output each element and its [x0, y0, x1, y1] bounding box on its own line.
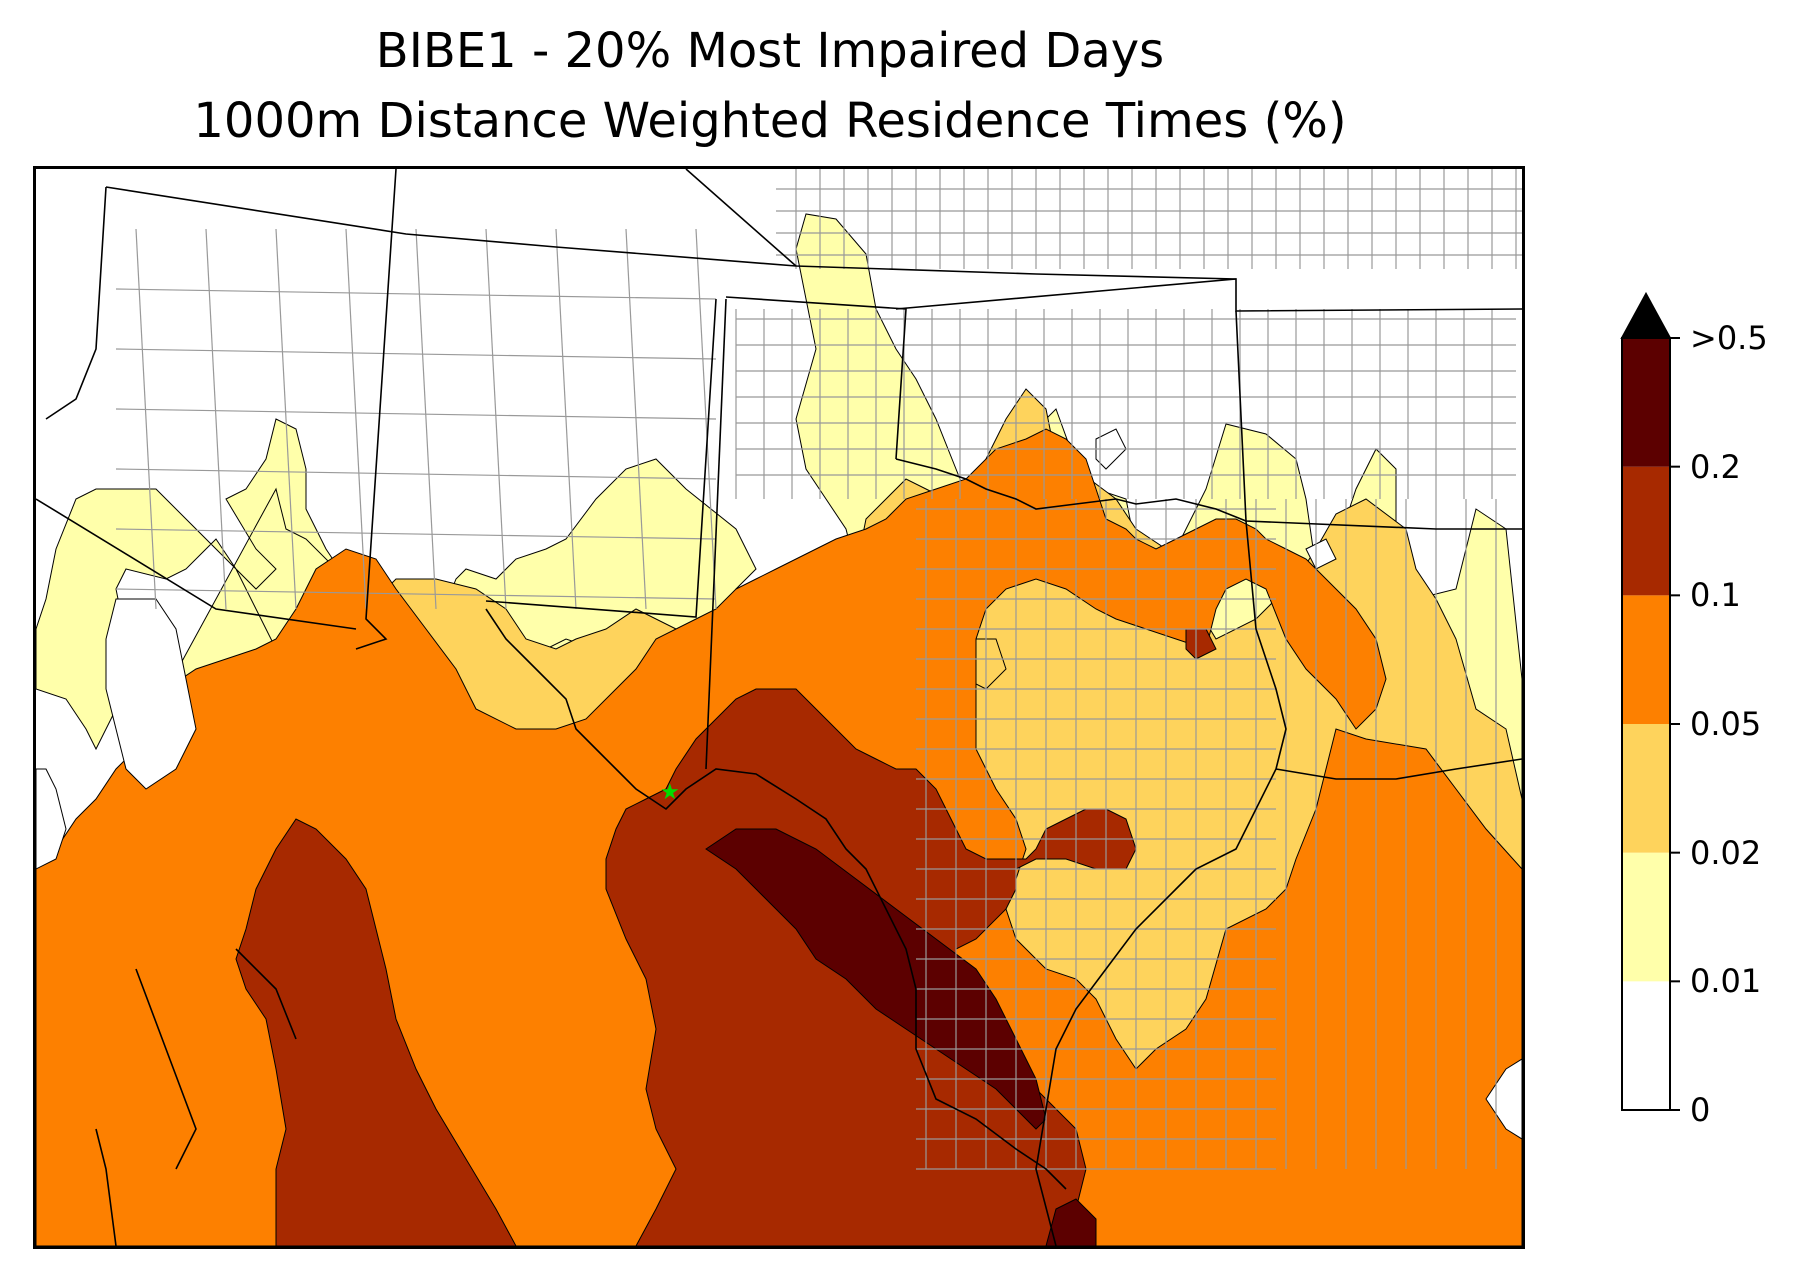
colorbar [1620, 292, 1680, 1111]
site-marker-star-icon: ★ [660, 780, 680, 805]
colorbar-tick-label: 0.1 [1690, 576, 1741, 615]
colorbar-tick-label: 0.2 [1690, 447, 1741, 486]
colorbar-extend-arrow [1620, 292, 1672, 339]
chart-title: BIBE1 - 20% Most Impaired Days [375, 23, 1165, 79]
chart-subtitle: 1000m Distance Weighted Residence Times … [193, 93, 1347, 149]
colorbar-tick-label: 0.01 [1690, 962, 1762, 1001]
colorbar-tick-label: >0.5 [1690, 319, 1768, 357]
colorbar-swatch [1622, 466, 1670, 596]
colorbar-swatch [1622, 338, 1670, 467]
colorbar-swatch [1622, 981, 1670, 1110]
map-panel: ★ [33, 166, 1525, 1249]
colorbar-swatch [1622, 595, 1670, 724]
colorbar-tick-label: 0.02 [1690, 833, 1762, 872]
contour-fill-0.2 [705, 828, 1097, 1246]
colorbar-tick-label: 0 [1690, 1091, 1711, 1129]
colorbar-tick-label: 0.05 [1690, 705, 1762, 743]
colorbar-swatch [1622, 724, 1670, 853]
county-boundaries [115, 169, 1522, 1170]
state-boundaries [36, 169, 1522, 1246]
colorbar-swatch [1622, 852, 1670, 982]
